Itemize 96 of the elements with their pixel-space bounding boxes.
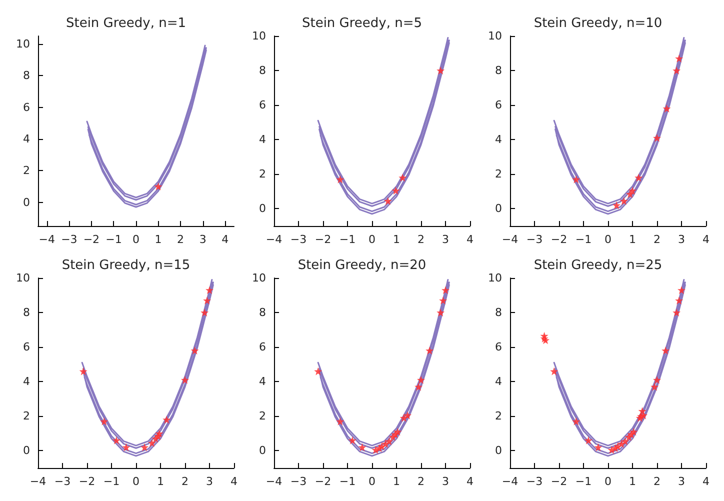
y-tick-label: 0 [23,444,30,458]
x-tick-label: 4 [702,475,710,488]
chart-title: Stein Greedy, n=1 [66,16,186,31]
x-tick-label: 0 [368,233,376,246]
x-tick-label: 0 [368,475,376,488]
x-tick-label: 4 [466,233,474,246]
x-tick-label: −3 [290,475,307,488]
x-tick-label: −2 [314,475,332,488]
chart-title: Stein Greedy, n=25 [534,258,662,273]
x-tick-label: 1 [393,475,400,488]
x-tick-label: −3 [526,233,543,246]
x-tick-label: −2 [314,233,332,246]
chart-title: Stein Greedy, n=20 [298,258,426,273]
x-tick-label: 1 [154,233,162,246]
y-tick-label: 4 [23,375,30,388]
x-tick-label: −4 [502,475,518,488]
x-tick-label: 1 [629,233,636,246]
x-tick-label: 4 [702,233,710,246]
x-tick-label: −4 [266,475,282,488]
x-tick-label: 3 [442,475,449,488]
y-tick-label: 10 [488,30,502,42]
x-tick-label: 3 [442,233,449,246]
x-tick-label: 2 [654,475,660,488]
y-tick-label: 8 [23,69,30,82]
x-tick-label: −1 [103,475,120,488]
x-tick-label: −3 [61,233,78,246]
x-tick-label: −4 [266,233,282,246]
y-tick-label: 2 [495,410,502,423]
x-tick-label: 2 [654,233,660,246]
y-tick-label: 0 [23,196,30,209]
x-tick-label: 4 [222,233,229,246]
x-tick-label: −4 [38,233,56,246]
chart-title: Stein Greedy, n=10 [534,16,662,31]
x-tick-label: −2 [550,233,568,246]
y-tick-label: 6 [495,98,502,112]
x-tick-label: 2 [418,233,424,246]
y-tick-label: 8 [495,64,502,78]
y-tick-label: 2 [23,410,30,423]
y-tick-label: 8 [259,64,266,78]
x-tick-label: 1 [629,475,636,488]
y-tick-label: 4 [259,133,266,146]
x-tick-label: 0 [132,233,140,246]
y-tick-label: 6 [495,340,502,354]
chart-title: Stein Greedy, n=5 [302,16,422,31]
y-tick-label: 2 [495,168,502,181]
y-tick-label: 10 [252,272,266,284]
y-tick-label: 2 [259,168,266,181]
y-tick-label: 8 [495,306,502,320]
x-tick-label: −2 [78,475,96,488]
y-tick-label: 4 [259,375,266,388]
y-tick-label: 2 [259,410,266,423]
x-tick-label: 0 [132,475,140,488]
y-tick-label: 6 [23,340,30,354]
y-tick-label: 2 [23,164,30,178]
x-tick-label: −4 [502,233,518,246]
x-tick-label: −2 [550,475,568,488]
x-tick-label: −1 [575,233,592,246]
x-tick-label: 1 [157,475,164,488]
x-tick-label: 4 [466,475,474,488]
y-tick-label: 10 [252,30,266,42]
y-tick-label: 6 [23,100,30,114]
x-tick-label: 0 [604,233,612,246]
x-tick-label: −1 [339,233,356,246]
x-tick-label: −2 [83,233,100,246]
x-tick-label: −3 [54,475,71,488]
y-tick-label: 4 [495,375,502,388]
x-tick-label: −1 [106,233,122,246]
y-tick-label: 4 [23,132,30,146]
y-tick-label: 8 [23,306,30,320]
x-tick-label: 0 [604,475,612,488]
x-tick-label: −1 [339,475,356,488]
x-tick-label: 4 [230,475,238,488]
y-tick-label: 10 [16,272,30,284]
x-tick-label: −1 [575,475,592,488]
x-tick-label: 3 [678,475,685,488]
x-tick-label: 3 [199,233,206,246]
x-tick-label: 3 [678,233,685,246]
y-tick-label: 0 [259,444,266,458]
x-tick-label: 2 [418,475,424,488]
y-tick-label: 6 [259,98,266,112]
x-tick-label: 1 [393,233,400,246]
chart-title: Stein Greedy, n=15 [62,258,190,273]
y-tick-label: 0 [495,444,502,458]
x-tick-label: 2 [177,233,184,246]
x-tick-label: −3 [290,233,307,246]
x-tick-label: −4 [30,475,46,488]
y-tick-label: 0 [495,202,502,216]
y-tick-label: 0 [259,202,266,216]
x-tick-label: −3 [526,475,543,488]
y-tick-label: 10 [488,272,502,284]
x-tick-label: 2 [182,475,188,488]
x-tick-label: 3 [206,475,213,488]
y-tick-label: 10 [16,37,30,50]
y-tick-label: 6 [259,340,266,354]
y-tick-label: 4 [495,133,502,146]
y-tick-label: 8 [259,306,266,320]
